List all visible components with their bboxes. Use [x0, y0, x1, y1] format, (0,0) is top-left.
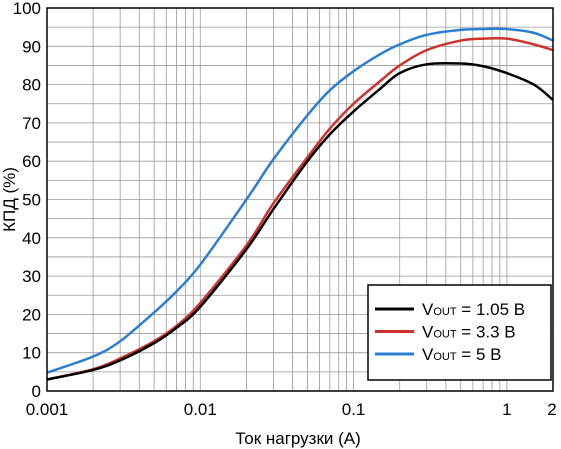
series-line	[46, 36, 554, 381]
legend-label: VOUT = 3.3 В	[422, 323, 516, 342]
y-tick-labels: 0 10 20 30 40 50 60 70 80 90 100	[13, 0, 41, 401]
series-line	[46, 27, 554, 374]
y-tick-label: 30	[22, 267, 41, 286]
legend-label: VOUT = 1.05 В	[422, 300, 525, 319]
series-line	[46, 61, 554, 381]
y-tick-label: 10	[22, 344, 41, 363]
x-tick-label: 1	[502, 400, 511, 419]
x-axis-label: Ток нагрузки (A)	[235, 429, 361, 448]
y-tick-label: 60	[22, 152, 41, 171]
y-tick-label: 40	[22, 229, 41, 248]
y-tick-label: 80	[22, 76, 41, 95]
x-tick-label: 0.01	[184, 400, 217, 419]
series-lines	[46, 27, 554, 381]
y-tick-label: 90	[22, 37, 41, 56]
x-tick-label: 0.1	[342, 400, 366, 419]
x-tick-label: 2	[547, 400, 556, 419]
legend-label: VOUT = 5 В	[422, 345, 501, 364]
plot-frame	[46, 7, 554, 392]
x-tick-label: 0.001	[26, 400, 69, 419]
x-tick-labels: 0.001 0.01 0.1 1 2	[26, 400, 557, 419]
y-tick-label: 0	[32, 382, 41, 401]
y-tick-label: 100	[13, 0, 41, 18]
y-tick-label: 50	[22, 191, 41, 210]
y-tick-label: 70	[22, 114, 41, 133]
y-axis-label: КПД (%)	[0, 167, 19, 232]
y-tick-label: 20	[22, 305, 41, 324]
legend: VOUT = 1.05 В VOUT = 3.3 В VOUT = 5 В	[367, 284, 552, 381]
